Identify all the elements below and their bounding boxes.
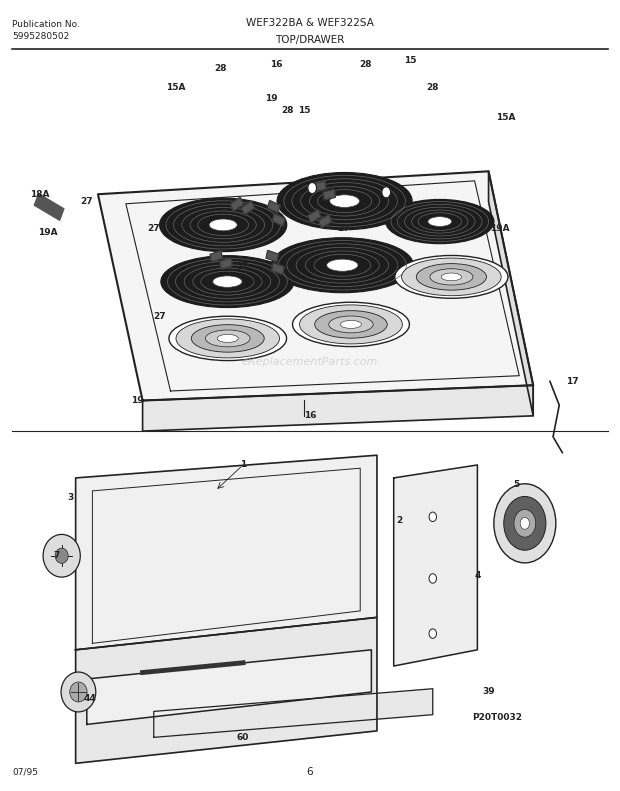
Circle shape — [308, 183, 317, 194]
Ellipse shape — [213, 276, 242, 287]
Ellipse shape — [514, 509, 536, 537]
Text: 28: 28 — [215, 63, 227, 73]
Text: 28: 28 — [281, 106, 294, 115]
Polygon shape — [489, 172, 533, 416]
Text: 27: 27 — [81, 198, 93, 206]
Ellipse shape — [330, 195, 360, 207]
Text: 18A: 18A — [30, 190, 49, 199]
Text: 19: 19 — [265, 94, 277, 103]
Polygon shape — [308, 210, 321, 223]
Polygon shape — [220, 258, 232, 269]
Polygon shape — [323, 190, 335, 200]
Polygon shape — [87, 650, 371, 725]
Text: 19: 19 — [131, 396, 143, 405]
Ellipse shape — [277, 172, 412, 229]
Text: 19A: 19A — [490, 224, 510, 233]
Ellipse shape — [192, 324, 264, 352]
Text: Publication No.: Publication No. — [12, 20, 80, 28]
Ellipse shape — [329, 316, 373, 333]
Polygon shape — [242, 201, 254, 215]
Ellipse shape — [159, 199, 287, 252]
Polygon shape — [314, 181, 326, 191]
Polygon shape — [34, 194, 64, 220]
Ellipse shape — [441, 273, 461, 281]
Text: 39: 39 — [482, 687, 495, 696]
Text: 5995280502: 5995280502 — [12, 32, 69, 41]
Ellipse shape — [169, 316, 286, 361]
Text: 15: 15 — [404, 56, 417, 65]
Text: TOP/DRAWER: TOP/DRAWER — [275, 35, 345, 45]
Text: 16: 16 — [270, 60, 283, 69]
Ellipse shape — [161, 255, 294, 308]
Text: 44: 44 — [83, 694, 96, 703]
Ellipse shape — [428, 217, 452, 226]
Text: 5: 5 — [513, 480, 520, 489]
Ellipse shape — [272, 238, 414, 293]
Polygon shape — [98, 172, 533, 400]
Text: 15: 15 — [298, 106, 311, 115]
Ellipse shape — [395, 255, 508, 298]
Ellipse shape — [520, 517, 529, 529]
Polygon shape — [268, 200, 280, 213]
Ellipse shape — [429, 512, 436, 521]
Ellipse shape — [205, 330, 250, 346]
Ellipse shape — [176, 319, 280, 358]
Text: 27: 27 — [237, 263, 249, 271]
Circle shape — [382, 187, 391, 198]
Ellipse shape — [386, 199, 494, 244]
Text: WEF322BA & WEF322SA: WEF322BA & WEF322SA — [246, 18, 374, 28]
Polygon shape — [272, 263, 284, 274]
Text: 16: 16 — [304, 411, 316, 420]
Text: eReplacementParts.com: eReplacementParts.com — [242, 358, 378, 367]
Polygon shape — [210, 251, 223, 262]
Text: 28: 28 — [427, 83, 439, 92]
Text: 27: 27 — [153, 312, 166, 321]
Polygon shape — [76, 456, 377, 650]
Ellipse shape — [315, 311, 387, 338]
Text: 17: 17 — [566, 377, 578, 386]
Ellipse shape — [299, 305, 402, 344]
Ellipse shape — [43, 535, 81, 577]
Text: 07/95: 07/95 — [12, 768, 38, 777]
Ellipse shape — [217, 335, 238, 343]
Ellipse shape — [209, 219, 237, 231]
Text: 3: 3 — [67, 493, 73, 501]
Ellipse shape — [61, 672, 95, 712]
Ellipse shape — [340, 320, 361, 328]
Polygon shape — [76, 617, 377, 763]
Ellipse shape — [429, 629, 436, 638]
Ellipse shape — [293, 302, 409, 346]
Polygon shape — [154, 689, 433, 737]
Ellipse shape — [494, 484, 556, 563]
Ellipse shape — [504, 497, 546, 551]
Ellipse shape — [416, 263, 487, 290]
Ellipse shape — [69, 682, 87, 702]
Text: 15A: 15A — [495, 113, 515, 123]
Ellipse shape — [55, 548, 68, 563]
Text: 27: 27 — [337, 224, 350, 233]
Text: 4: 4 — [474, 571, 480, 580]
Ellipse shape — [429, 573, 436, 583]
Polygon shape — [394, 465, 477, 666]
Text: 2: 2 — [396, 516, 402, 524]
Text: 60: 60 — [237, 733, 249, 742]
Polygon shape — [272, 214, 285, 226]
Polygon shape — [143, 385, 533, 431]
Ellipse shape — [430, 269, 473, 285]
Text: 19A: 19A — [38, 228, 58, 237]
Text: 15A: 15A — [166, 83, 186, 92]
Text: 1: 1 — [240, 460, 246, 469]
Text: 28: 28 — [360, 60, 372, 69]
Text: 7: 7 — [53, 551, 60, 560]
Ellipse shape — [327, 259, 358, 271]
Polygon shape — [266, 251, 278, 262]
Ellipse shape — [402, 258, 501, 296]
Polygon shape — [319, 214, 332, 228]
Polygon shape — [231, 197, 243, 211]
Text: P20T0032: P20T0032 — [472, 713, 522, 722]
Text: 27: 27 — [148, 224, 160, 233]
Text: 6: 6 — [307, 766, 313, 777]
